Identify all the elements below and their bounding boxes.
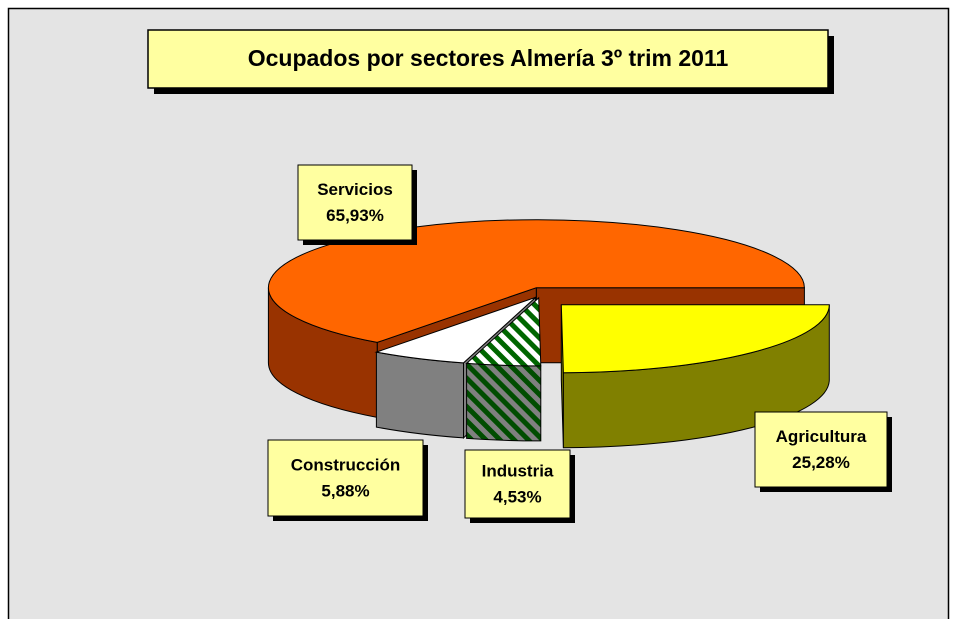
label-category: Construcción <box>291 455 401 474</box>
label-value: 65,93% <box>326 206 384 225</box>
slice <box>465 296 542 367</box>
label-category: Servicios <box>317 180 393 199</box>
label-box <box>464 449 571 519</box>
slice-side <box>466 362 542 442</box>
slice <box>374 296 536 364</box>
slice-side <box>375 351 464 439</box>
chart-title: Ocupados por sectores Almería 3º trim 20… <box>248 45 729 71</box>
title-box <box>147 29 829 89</box>
labels: Agricultura 25,28% Industria 4,53% Construcc… <box>267 164 892 523</box>
pie <box>267 219 830 449</box>
label-box <box>297 164 413 241</box>
label-box <box>754 411 888 488</box>
label-box <box>267 439 424 517</box>
label-value: 5,88% <box>321 481 369 500</box>
slice <box>560 304 830 374</box>
label-category: Industria <box>482 461 554 480</box>
label-category: Agricultura <box>776 427 867 446</box>
label-value: 25,28% <box>792 453 850 472</box>
label-value: 4,53% <box>493 487 541 506</box>
